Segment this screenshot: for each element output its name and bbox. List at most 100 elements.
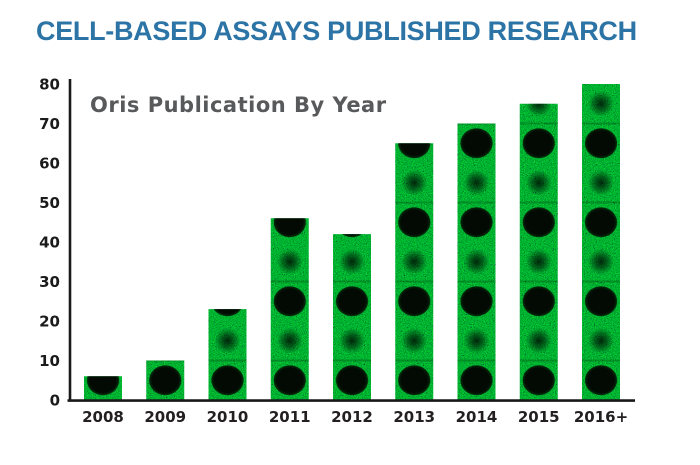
cell-spot-faint: [588, 327, 614, 354]
cell-spot-large: [397, 206, 431, 238]
cell-spot-faint: [588, 169, 614, 196]
bar-2015: [519, 103, 558, 400]
cell-spot-large: [460, 206, 493, 238]
cell-spot-large: [87, 286, 120, 317]
cell-spot-faint: [152, 328, 178, 354]
bar-2016+: [582, 84, 620, 400]
cell-spot-large: [336, 128, 369, 159]
y-tick-label-50: 50: [39, 194, 60, 212]
cell-spot-large: [86, 376, 120, 396]
cell-spot-large: [584, 206, 618, 238]
cell-spot-faint: [463, 327, 490, 354]
cell-spot-faint: [152, 249, 178, 275]
cell-spot-large: [87, 207, 120, 238]
cell-spot-faint: [401, 91, 427, 117]
y-tick-label-60: 60: [39, 155, 60, 173]
y-tick-label-20: 20: [39, 313, 60, 331]
x-tick-label-2011: 2011: [269, 408, 311, 426]
cell-spot-large: [522, 127, 556, 159]
cell-spot-faint: [401, 248, 428, 275]
cell-spot-large: [335, 364, 369, 396]
cell-spot-faint: [525, 327, 552, 354]
bar-2014: [457, 91, 496, 400]
bar-2008: [84, 128, 122, 400]
cell-spot-faint: [152, 170, 178, 196]
bar-2009: [146, 128, 185, 400]
cell-spot-faint: [339, 327, 365, 354]
cell-spot-large: [273, 285, 307, 317]
x-tick-label-2015: 2015: [518, 408, 560, 426]
cell-spot-large: [213, 309, 242, 317]
x-tick-label-2014: 2014: [456, 408, 498, 426]
y-tick-label-70: 70: [39, 115, 60, 133]
y-tick-label-10: 10: [39, 352, 60, 370]
bar-2011: [270, 128, 309, 400]
page-title: CELL-BASED ASSAYS PUBLISHED RESEARCH: [36, 16, 637, 46]
bar-2013: [395, 91, 434, 400]
cell-spot-large: [584, 364, 618, 396]
x-tick-label-2016+: 2016+: [574, 408, 628, 426]
cell-spot-faint: [525, 169, 552, 196]
x-tick-label-2012: 2012: [331, 408, 373, 426]
cell-spot-large: [584, 127, 618, 159]
cell-spot-faint: [214, 327, 241, 354]
cell-spot-large: [273, 364, 307, 396]
cell-spot-faint: [215, 249, 241, 275]
cell-spot-large: [273, 128, 306, 159]
cell-spot-large: [273, 218, 307, 238]
cell-spot-large: [149, 128, 182, 159]
bar-2012: [333, 128, 371, 400]
cell-spot-large: [522, 285, 556, 317]
cell-spot-faint: [277, 170, 303, 196]
cell-spot-faint: [339, 248, 365, 275]
cell-spot-large: [460, 127, 493, 159]
cell-spot-large: [149, 207, 182, 238]
cell-spot-faint: [90, 328, 116, 354]
cell-spot-faint: [588, 90, 614, 117]
cell-spot-large: [397, 285, 431, 317]
cell-spot-faint: [339, 170, 365, 196]
cell-spot-faint: [90, 249, 116, 275]
cell-spot-large: [460, 285, 493, 317]
cell-spot-faint: [463, 169, 490, 196]
x-tick-label-2009: 2009: [144, 408, 186, 426]
cell-spot-large: [522, 364, 556, 396]
cell-spot-large: [87, 128, 120, 159]
axis-layer: [67, 79, 635, 402]
bar-2010: [208, 128, 247, 400]
x-tick-label-2013: 2013: [393, 408, 435, 426]
cell-spot-faint: [276, 248, 303, 275]
chart-title: Oris Publication By Year: [90, 93, 387, 117]
cell-spot-faint: [90, 170, 116, 196]
y-tick-label-30: 30: [39, 273, 60, 291]
cell-spot-large: [584, 285, 618, 317]
cell-spot-large: [211, 128, 244, 159]
cell-spot-faint: [401, 327, 428, 354]
cell-spot-large: [335, 285, 369, 317]
cell-spot-large: [460, 364, 493, 396]
y-tick-label-80: 80: [39, 76, 60, 94]
cell-spot-faint: [525, 248, 552, 275]
cell-spot-large: [148, 364, 182, 396]
x-tick-label-2010: 2010: [207, 408, 249, 426]
cell-spot-faint: [525, 103, 552, 117]
cell-spot-large: [341, 234, 363, 238]
cell-spot-faint: [401, 169, 428, 196]
labels-layer: 0 10 20 30 40 50 60 70 80 2008 2009 2010 2011 2012 201…: [39, 76, 628, 427]
y-tick-label-40: 40: [39, 234, 60, 252]
cell-spot-large: [149, 286, 182, 317]
x-tick-label-2008: 2008: [82, 408, 124, 426]
cell-spot-faint: [463, 248, 490, 275]
cell-spot-large: [211, 207, 244, 238]
cell-spot-faint: [464, 91, 490, 117]
cell-spot-faint: [588, 248, 614, 275]
y-tick-label-0: 0: [50, 392, 60, 410]
cell-spot-faint: [276, 327, 303, 354]
cell-spot-large: [397, 364, 431, 396]
cell-spot-large: [211, 364, 244, 396]
cell-spot-large: [522, 206, 556, 238]
cell-spot-large: [397, 143, 431, 159]
cell-spot-faint: [215, 170, 241, 196]
bars-layer: [84, 84, 620, 400]
